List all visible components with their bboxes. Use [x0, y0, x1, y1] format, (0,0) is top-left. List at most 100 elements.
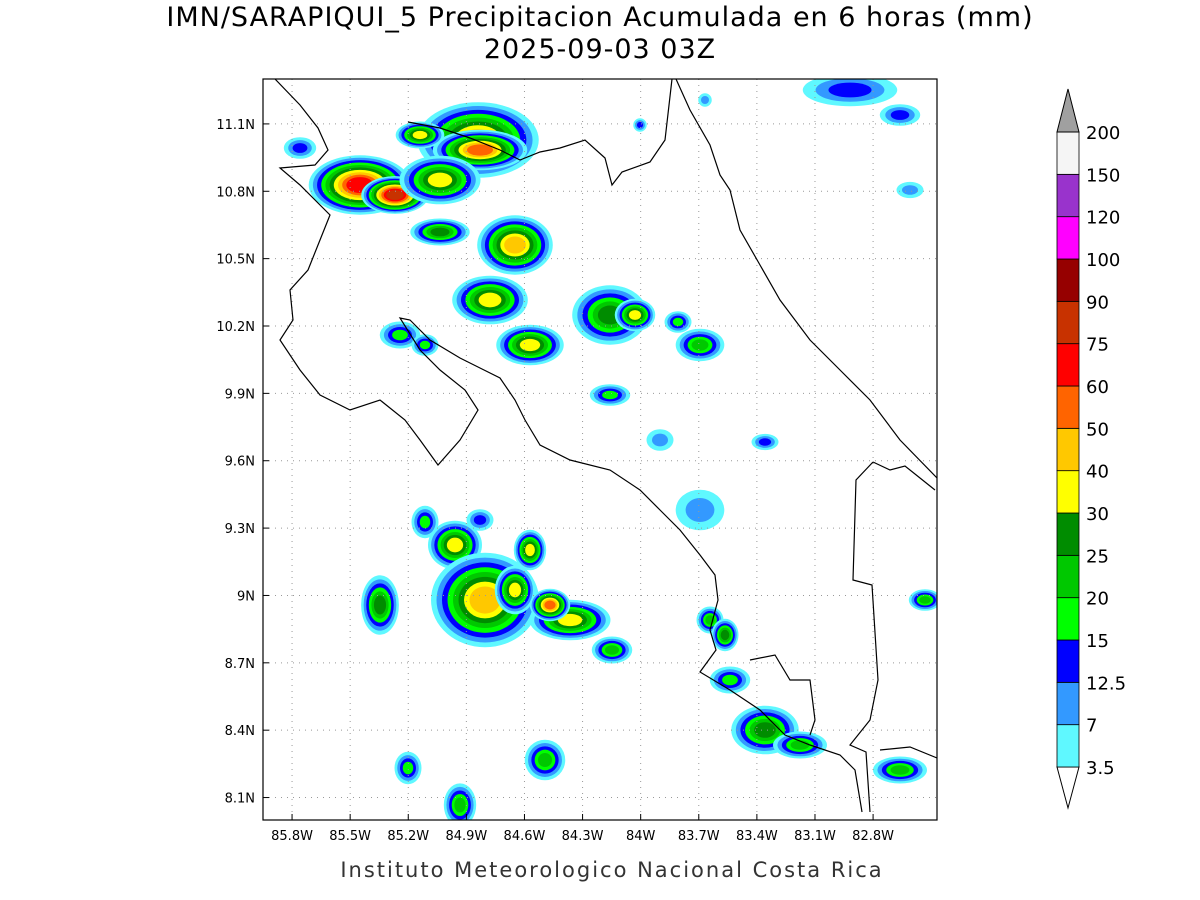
- colorbar-bin: [1056, 512, 1080, 556]
- precip-area: [604, 645, 620, 655]
- colorbar-label: 40: [1086, 462, 1109, 483]
- colorbar-label: 75: [1086, 335, 1109, 356]
- colorbar-bin: [1056, 427, 1080, 472]
- y-tick-label: 10.8N: [216, 185, 255, 200]
- colorbar-bin: [1056, 131, 1080, 175]
- y-tick-label: 9.6N: [225, 455, 255, 470]
- colorbar-label: 15: [1086, 631, 1109, 652]
- graticule: 85.8W 85.5W 85.2W 84.9W 84.6W 84.3W 84W 83.7W 83…: [216, 79, 937, 844]
- precip-area: [628, 310, 642, 320]
- coastline: [274, 79, 863, 813]
- colorbar-bin: [1056, 343, 1080, 387]
- colorbar-bin: [1056, 597, 1080, 641]
- precip-area: [392, 329, 408, 341]
- x-tick-label: 85.8W: [271, 829, 313, 844]
- precipitation-layer: [283, 79, 937, 820]
- precip-area: [691, 339, 709, 351]
- x-tick-label: 84W: [626, 829, 656, 844]
- precip-area: [412, 130, 428, 140]
- border: [407, 79, 673, 187]
- precip-area: [890, 110, 910, 120]
- colorbar-label: 20: [1086, 589, 1109, 610]
- x-tick-label: 83.1W: [794, 829, 836, 844]
- precip-area: [478, 292, 502, 308]
- x-tick-label: 84.9W: [445, 829, 487, 844]
- x-tick-label: 85.2W: [387, 829, 429, 844]
- colorbar-bin: [1056, 681, 1080, 726]
- precip-area: [790, 740, 810, 750]
- coastline: [675, 79, 937, 479]
- y-tick-label: 11.1N: [216, 118, 255, 133]
- map-title: IMN/SARAPIQUI_5 Precipitacion Acumulada …: [166, 2, 1033, 33]
- precip-area: [685, 498, 715, 522]
- precip-area: [652, 433, 668, 447]
- colorbar-over: [1056, 88, 1080, 133]
- colorbar-label: 200: [1086, 123, 1120, 144]
- precip-area: [720, 629, 730, 641]
- y-tick-label: 9.9N: [225, 387, 255, 402]
- x-tick-label: 84.6W: [504, 829, 546, 844]
- colorbar-label: 3.5: [1086, 758, 1115, 779]
- colorbar-label: 7: [1086, 716, 1097, 737]
- precip-area: [419, 340, 431, 350]
- colorbar-label: 150: [1086, 165, 1120, 186]
- precip-area: [427, 172, 453, 188]
- precip-area: [537, 752, 553, 768]
- precip-area: [722, 674, 738, 686]
- colorbar-bin: [1056, 300, 1080, 345]
- colorbar-label: 12.5: [1086, 673, 1126, 694]
- y-tick-label: 10.5N: [216, 253, 255, 268]
- precip-area: [919, 596, 931, 604]
- map-frame: [262, 78, 938, 821]
- x-tick-label: 85.5W: [329, 829, 371, 844]
- precip-area: [672, 317, 684, 327]
- x-tick-label: 82.8W: [852, 829, 894, 844]
- precip-area: [292, 143, 308, 153]
- map-footer: Instituto Meteorologico Nacional Costa R…: [340, 858, 883, 882]
- precip-area: [402, 761, 414, 775]
- precip-area: [504, 236, 526, 254]
- precip-area: [902, 185, 918, 195]
- colorbar-label: 120: [1086, 208, 1120, 229]
- precip-area: [373, 595, 387, 615]
- colorbar-bin: [1056, 554, 1080, 599]
- colorbar-under: [1056, 766, 1080, 810]
- colorbar-bin: [1056, 724, 1080, 768]
- precip-area: [636, 121, 644, 129]
- precip-area: [519, 338, 541, 352]
- precip-area: [890, 765, 910, 775]
- precip-area: [454, 797, 466, 813]
- colorbar-label: 25: [1086, 546, 1109, 567]
- precip-area: [430, 227, 450, 237]
- precip-area: [469, 586, 501, 614]
- colorbar-label: 100: [1086, 250, 1120, 271]
- y-tick-label: 8.1N: [225, 792, 255, 807]
- precip-area: [544, 600, 556, 610]
- precip-area: [701, 96, 709, 104]
- y-tick-label: 8.7N: [225, 657, 255, 672]
- map-subtitle: 2025-09-03 03Z: [484, 34, 716, 65]
- x-tick-label: 83.7W: [678, 829, 720, 844]
- y-tick-label: 10.2N: [216, 320, 255, 335]
- colorbar-label: 50: [1086, 419, 1109, 440]
- colorbar-bin: [1056, 470, 1080, 514]
- colorbar-label: 90: [1086, 292, 1109, 313]
- colorbar-label: 60: [1086, 377, 1109, 398]
- border: [749, 461, 937, 813]
- x-tick-label: 84.3W: [562, 829, 604, 844]
- colorbar-bin: [1056, 258, 1080, 302]
- colorbar: 3.5 7 12.5 15 20 25 30 40 50 60 75 90 100 120 150 200: [1056, 88, 1126, 810]
- colorbar-label: 30: [1086, 504, 1109, 525]
- precip-area: [508, 582, 522, 598]
- precip-area: [557, 613, 583, 627]
- precip-area: [828, 82, 872, 98]
- y-tick-label: 8.4N: [225, 724, 255, 739]
- precip-area: [466, 144, 494, 156]
- colorbar-bin: [1056, 639, 1080, 683]
- precip-area: [386, 190, 404, 200]
- colorbar-bin: [1056, 173, 1080, 218]
- precip-area: [473, 515, 487, 525]
- x-tick-label: 83.4W: [736, 829, 778, 844]
- y-tick-label: 9.3N: [225, 522, 255, 537]
